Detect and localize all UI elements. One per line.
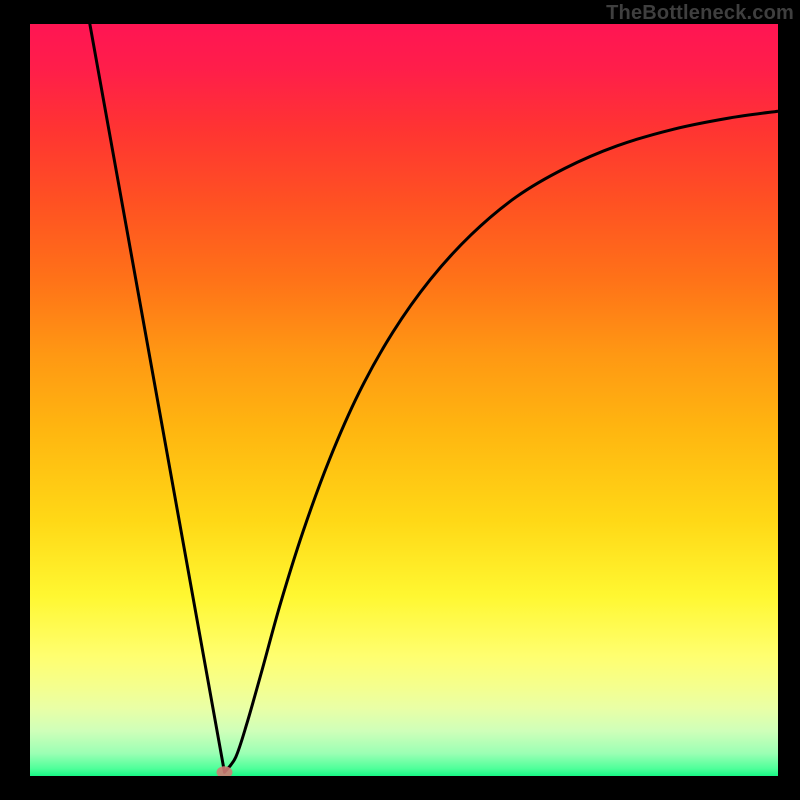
chart-root: TheBottleneck.com: [0, 0, 800, 800]
plot-background: [30, 24, 778, 776]
bottleneck-chart: [0, 0, 800, 800]
watermark-label: TheBottleneck.com: [606, 2, 794, 25]
